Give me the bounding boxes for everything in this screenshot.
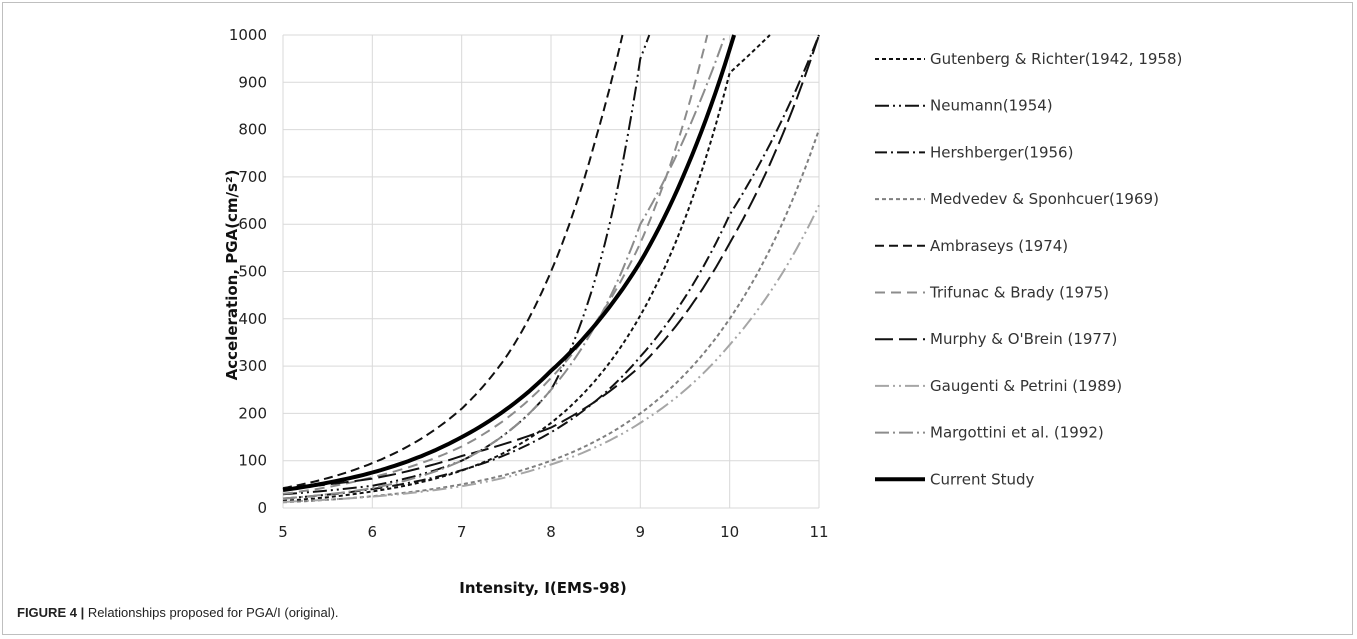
series-line-7 — [282, 204, 820, 503]
series-line-6 — [282, 34, 820, 491]
x-tick-label: 10 — [720, 523, 739, 541]
legend-entry: Trifunac & Brady (1975) — [929, 284, 1109, 302]
y-tick-label: 900 — [238, 73, 267, 91]
y-tick-label: 700 — [238, 168, 267, 186]
x-tick-label: 11 — [809, 523, 828, 541]
y-tick-label: 300 — [238, 357, 267, 375]
y-tick-label: 200 — [238, 404, 267, 422]
legend-entry: Margottini et al. (1992) — [930, 424, 1104, 442]
y-tick-label: 600 — [238, 215, 267, 233]
y-axis-title: Acceleration, PGA(cm/s²) — [223, 170, 241, 381]
y-tick-labels: 0 100 200 300 400 500 600 700 800 900 1000 — [229, 26, 267, 517]
series-line-2 — [282, 34, 820, 500]
x-tick-label: 8 — [546, 523, 556, 541]
y-tick-label: 800 — [238, 121, 267, 139]
x-tick-label: 7 — [457, 523, 467, 541]
legend-entry: Current Study — [930, 470, 1035, 488]
figure-caption-label: FIGURE 4 | — [17, 605, 85, 620]
legend: Gutenberg & Richter(1942, 1958) Neumann(1… — [875, 50, 1182, 488]
legend-entry: Murphy & O'Brein (1977) — [930, 330, 1117, 348]
series-line-8 — [282, 34, 727, 500]
x-tick-label: 9 — [636, 523, 646, 541]
y-tick-label: 500 — [238, 263, 267, 281]
y-tick-label: 0 — [257, 499, 267, 517]
y-tick-label: 1000 — [229, 26, 267, 44]
x-tick-labels: 5 6 7 8 9 10 11 — [278, 523, 828, 541]
chart: 0 100 200 300 400 500 600 700 800 900 1000 5 6 7 8 9 10… — [223, 26, 1182, 597]
x-tick-label: 5 — [278, 523, 288, 541]
legend-entry: Gaugenti & Petrini (1989) — [930, 377, 1122, 395]
x-axis-title: Intensity, I(EMS-98) — [459, 579, 626, 597]
series-lines — [282, 34, 820, 504]
legend-entry: Neumann(1954) — [930, 97, 1053, 115]
legend-entry: Ambraseys (1974) — [930, 237, 1068, 255]
legend-entry: Hershberger(1956) — [930, 143, 1073, 161]
series-line-3 — [282, 129, 820, 504]
x-tick-label: 6 — [368, 523, 378, 541]
series-line-1 — [282, 34, 651, 496]
series-line-4 — [282, 34, 624, 490]
legend-entry: Medvedev & Sponhcuer(1969) — [930, 190, 1159, 208]
y-tick-label: 100 — [238, 452, 267, 470]
grid — [282, 34, 820, 509]
figure-caption: FIGURE 4 | Relationships proposed for PG… — [17, 605, 339, 620]
figure-caption-text: Relationships proposed for PGA/I (origin… — [84, 605, 339, 620]
legend-entry: Gutenberg & Richter(1942, 1958) — [930, 50, 1182, 68]
series-line-5 — [282, 34, 709, 495]
y-tick-label: 400 — [238, 310, 267, 328]
series-line-0 — [282, 34, 771, 502]
series-line-9 — [282, 34, 737, 492]
